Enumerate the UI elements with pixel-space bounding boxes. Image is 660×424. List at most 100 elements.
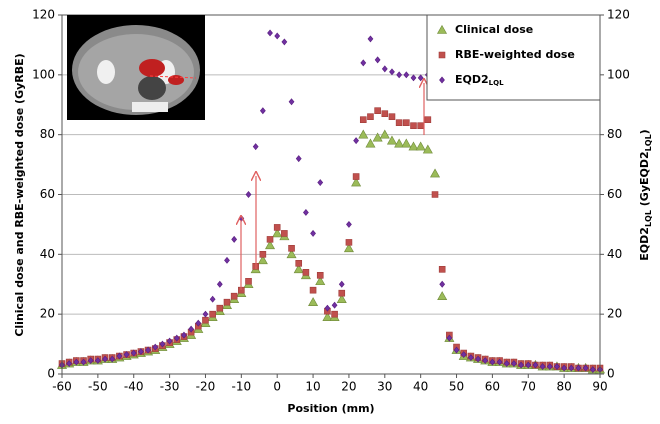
point: [496, 358, 503, 366]
point: [102, 355, 108, 363]
y-tick-label: 40: [40, 247, 55, 261]
point: [322, 312, 333, 321]
point: [546, 363, 553, 370]
point: [209, 310, 216, 318]
plot-frame: [61, 14, 601, 375]
point: [437, 291, 448, 301]
point: [346, 220, 352, 228]
x-tick-label: 80: [556, 380, 571, 394]
point: [195, 319, 202, 327]
point: [575, 364, 582, 372]
x-tick-label: 0: [273, 380, 281, 394]
point: [379, 129, 390, 139]
point: [389, 68, 395, 76]
point: [367, 35, 374, 43]
point: [231, 235, 238, 243]
legend-name: Clinical dose: [455, 23, 533, 36]
point: [308, 297, 319, 306]
point: [265, 240, 276, 250]
point: [410, 74, 417, 82]
point: [401, 138, 412, 148]
point: [317, 179, 324, 187]
legend: [426, 14, 601, 101]
point: [417, 122, 424, 129]
inset-image: [67, 15, 205, 120]
legend-label: RBE-weighted dose: [455, 48, 575, 61]
point: [359, 116, 367, 124]
point: [525, 361, 532, 369]
y2-title-sub: LQL: [644, 210, 653, 227]
point: [288, 98, 295, 106]
y2-tick-label: 120: [607, 8, 630, 22]
point: [511, 360, 517, 367]
y-tick-label: 100: [32, 67, 55, 81]
x-tick-label: 40: [413, 380, 428, 394]
point: [87, 357, 94, 365]
point: [431, 191, 439, 198]
point: [554, 363, 560, 370]
x-tick-label: 50: [449, 380, 464, 394]
point: [73, 358, 80, 366]
point: [216, 304, 224, 312]
point: [489, 358, 496, 366]
point: [259, 107, 266, 115]
point: [273, 224, 281, 231]
point: [310, 229, 316, 237]
x-tick-label: 20: [341, 380, 356, 394]
point: [302, 268, 310, 276]
legend-label: EQD2LQL: [455, 73, 504, 87]
x-tick-label: 90: [592, 380, 607, 394]
point: [257, 255, 268, 265]
point: [224, 256, 230, 264]
point: [109, 355, 116, 363]
point: [353, 137, 359, 145]
point: [316, 271, 324, 279]
point: [351, 177, 362, 187]
x-tick-label: 30: [377, 380, 392, 394]
y-axis-title: Clinical dose and RBE-weighted dose (GyR…: [13, 53, 26, 336]
point: [374, 107, 381, 115]
point: [394, 138, 405, 148]
point: [475, 355, 481, 363]
point: [303, 208, 309, 216]
x-tick-label: -40: [124, 380, 144, 394]
legend-name-sub: LQL: [489, 79, 504, 87]
point: [338, 280, 345, 288]
point: [410, 122, 417, 129]
point: [403, 71, 410, 79]
point: [381, 65, 388, 73]
point: [123, 351, 130, 359]
legend-label: Clinical dose: [455, 23, 533, 36]
point: [396, 71, 403, 79]
point: [66, 360, 73, 367]
point: [331, 301, 338, 309]
point: [295, 155, 302, 163]
point: [532, 361, 539, 369]
point: [188, 325, 195, 333]
y2-tick-label: 60: [607, 187, 622, 201]
point: [209, 295, 216, 303]
legend-marker: [438, 51, 446, 59]
point: [539, 363, 546, 370]
y2-title-sub: LQL: [644, 134, 653, 151]
point: [372, 132, 383, 142]
point: [338, 289, 346, 297]
point: [438, 265, 446, 273]
point: [518, 361, 524, 369]
point: [252, 143, 259, 151]
point: [331, 310, 338, 318]
point: [561, 364, 568, 372]
point: [568, 364, 575, 372]
point: [202, 316, 209, 324]
y2-tick-label: 80: [607, 127, 622, 141]
point: [286, 249, 297, 259]
y2-tick-label: 100: [607, 67, 630, 81]
point: [395, 119, 403, 126]
y-tick-label: 20: [40, 307, 55, 321]
y2-title-part: (GyEQD2: [638, 151, 651, 210]
point: [439, 280, 446, 288]
y2-tick-label: 20: [607, 307, 622, 321]
point: [388, 113, 396, 121]
annotation-arrows: [241, 83, 424, 290]
